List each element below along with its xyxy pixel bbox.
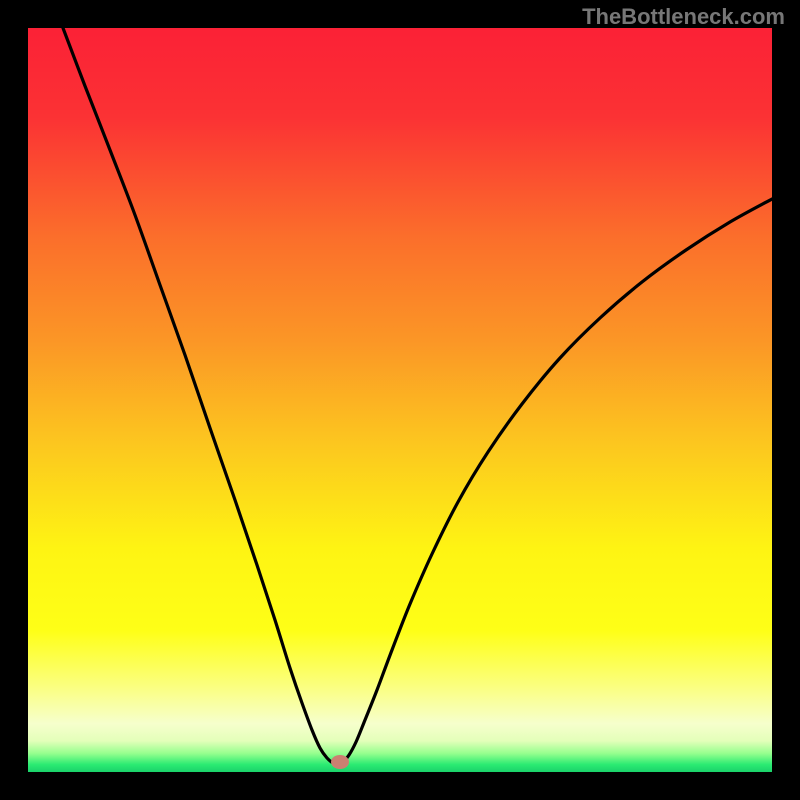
watermark-text: TheBottleneck.com — [582, 4, 785, 30]
optimal-point-marker — [331, 755, 349, 769]
plot-area — [28, 28, 772, 772]
